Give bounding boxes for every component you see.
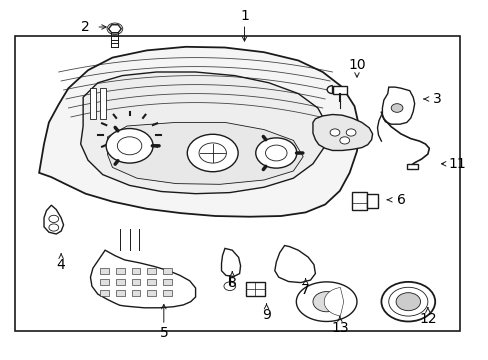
Text: 11: 11 [447, 157, 465, 171]
Bar [147, 279, 156, 285]
Circle shape [106, 129, 153, 163]
Polygon shape [44, 205, 63, 234]
Text: 1: 1 [240, 9, 248, 23]
Polygon shape [221, 248, 240, 276]
Circle shape [187, 134, 238, 172]
Circle shape [329, 129, 339, 136]
FancyArrowPatch shape [115, 127, 118, 131]
Polygon shape [81, 72, 327, 194]
Bar [116, 268, 124, 274]
Bar [245, 282, 264, 296]
Bar [131, 279, 140, 285]
Circle shape [395, 293, 420, 311]
Polygon shape [39, 47, 359, 217]
Bar [100, 279, 109, 285]
Bar [406, 164, 417, 169]
Circle shape [312, 292, 340, 312]
Polygon shape [108, 25, 121, 33]
Bar [366, 194, 377, 208]
Circle shape [255, 138, 296, 168]
Bar [351, 192, 366, 210]
Text: 4: 4 [57, 258, 65, 271]
Bar [131, 268, 140, 274]
Polygon shape [382, 87, 414, 124]
Wedge shape [326, 86, 332, 94]
Bar [116, 290, 124, 296]
Bar [15, 36, 459, 331]
Text: 7: 7 [301, 283, 309, 297]
Text: 2: 2 [81, 20, 90, 34]
Text: 9: 9 [262, 308, 270, 322]
Wedge shape [324, 288, 343, 316]
Bar [90, 88, 96, 119]
FancyArrowPatch shape [115, 161, 118, 164]
Bar [100, 290, 109, 296]
Text: 5: 5 [159, 326, 168, 340]
Bar [332, 86, 346, 94]
Text: 13: 13 [330, 321, 348, 334]
Text: 6: 6 [396, 193, 405, 207]
Polygon shape [90, 250, 195, 308]
Circle shape [339, 137, 349, 144]
Bar [163, 268, 171, 274]
Text: 8: 8 [227, 276, 236, 289]
Text: 12: 12 [418, 312, 436, 325]
Circle shape [346, 129, 355, 136]
Circle shape [390, 104, 402, 112]
Polygon shape [312, 114, 372, 150]
Text: 10: 10 [347, 58, 365, 72]
Circle shape [381, 282, 434, 321]
Polygon shape [296, 282, 356, 321]
Bar [131, 290, 140, 296]
FancyArrowPatch shape [263, 166, 265, 170]
Bar [100, 88, 106, 119]
Polygon shape [107, 122, 303, 184]
FancyArrowPatch shape [263, 136, 265, 140]
Text: 3: 3 [432, 92, 441, 106]
Bar [116, 279, 124, 285]
Polygon shape [274, 246, 315, 283]
Bar [163, 290, 171, 296]
Bar [147, 290, 156, 296]
Bar [147, 268, 156, 274]
Bar [100, 268, 109, 274]
Bar [163, 279, 171, 285]
